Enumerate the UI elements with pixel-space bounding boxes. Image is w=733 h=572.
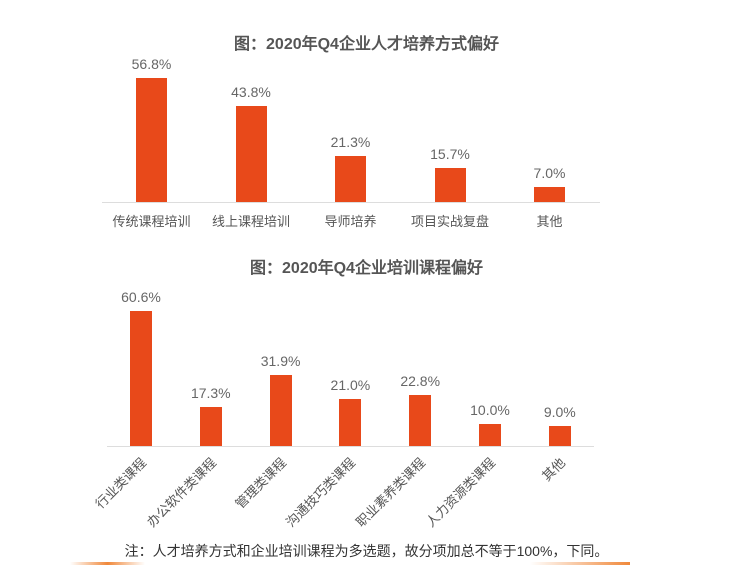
decorative-line-left <box>70 562 145 565</box>
bar <box>409 395 432 446</box>
value-label: 43.8% <box>231 84 271 101</box>
chart-1-talent-development: 56.8% 传统课程培训 43.8% 线上课程培训 21.3% 导师培养 15.7% 项目实战… <box>0 0 733 240</box>
bar <box>534 186 565 202</box>
decorative-line-right <box>530 562 630 565</box>
category-label: 传统课程培训 <box>112 214 191 229</box>
value-label: 17.3% <box>190 385 231 402</box>
x-axis-baseline <box>107 446 594 447</box>
value-label: 56.8% <box>131 56 172 72</box>
bar <box>235 106 267 202</box>
category-label: 行业类课程 <box>92 454 150 512</box>
bar <box>548 425 571 446</box>
category-label: 职业素养类课程 <box>353 454 429 530</box>
footnote: 注：人才培养方式和企业培训课程为多选题，故分项加总不等于100%，下同。 <box>124 543 609 559</box>
category-label: 线上课程培训 <box>211 214 290 229</box>
category-label: 其他 <box>538 454 568 484</box>
bar <box>335 155 366 202</box>
chart-1-title: 图：2020年Q4企业人才培养方式偏好 <box>234 36 499 53</box>
category-label: 办公软件类课程 <box>143 454 219 530</box>
value-label: 21.3% <box>330 133 371 150</box>
bar <box>130 311 152 446</box>
value-label: 15.7% <box>430 145 470 162</box>
value-label: 31.9% <box>260 352 301 369</box>
chart-2-title: 图：2020年Q4企业培训课程偏好 <box>250 260 483 277</box>
value-label: 7.0% <box>533 164 566 181</box>
category-label: 项目实战复盘 <box>410 214 489 229</box>
value-label: 9.0% <box>543 403 576 420</box>
x-axis-baseline <box>102 202 600 203</box>
value-label: 60.6% <box>121 289 161 305</box>
chart-2-training-courses: 60.6% 行业类课程 17.3% 办公软件类课程 31.9% 管理类课程 21.0% 沟通技… <box>92 289 594 530</box>
value-label: 10.0% <box>470 401 510 418</box>
bar <box>434 167 466 202</box>
value-label: 22.8% <box>400 373 441 390</box>
bar <box>136 78 167 202</box>
category-label: 沟通技巧类课程 <box>283 454 359 530</box>
bar <box>479 423 501 446</box>
category-label: 其他 <box>536 214 563 229</box>
bar <box>339 399 362 446</box>
category-label: 管理类课程 <box>232 454 289 512</box>
bar <box>269 374 292 446</box>
category-label: 导师培养 <box>324 214 377 229</box>
category-label: 人力资源类课程 <box>423 454 499 530</box>
bar <box>199 407 222 446</box>
value-label: 21.0% <box>330 377 371 394</box>
